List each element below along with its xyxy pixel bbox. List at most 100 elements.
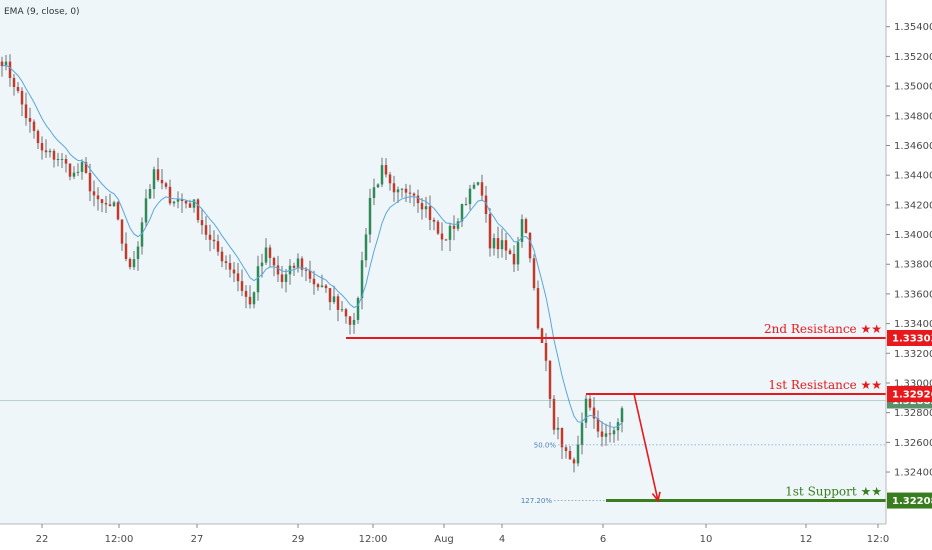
candle-body — [428, 206, 432, 220]
candle-body — [520, 219, 524, 242]
candle-body — [8, 61, 12, 79]
candle-body — [472, 184, 476, 189]
candle-body — [180, 199, 184, 202]
candle-body — [48, 150, 52, 153]
y-tick-label: 1.33400 — [894, 319, 932, 330]
candle-body — [484, 195, 488, 215]
candle-body — [140, 222, 144, 247]
candle-body — [608, 433, 612, 435]
candle-body — [16, 86, 20, 91]
candle-body — [92, 191, 96, 196]
x-tick-label: 27 — [191, 534, 204, 545]
y-tick-label: 1.33200 — [894, 349, 932, 360]
candle-body — [200, 220, 204, 226]
candle-body — [600, 431, 604, 437]
candle-body — [372, 187, 376, 199]
candle-body — [400, 188, 404, 190]
candle-body — [620, 408, 624, 423]
x-tick-label: 22 — [36, 534, 49, 545]
x-tick-label: 29 — [292, 534, 305, 545]
y-tick-label: 1.33800 — [894, 260, 932, 271]
candle-body — [216, 241, 220, 252]
fib-label: 127.20% — [521, 497, 552, 505]
candle-body — [408, 192, 412, 194]
candle-body — [20, 90, 24, 105]
arrow-head — [651, 491, 661, 503]
candle-body — [376, 184, 380, 188]
candle-body — [244, 290, 248, 297]
candle-body — [100, 199, 104, 204]
y-tick-label: 1.32800 — [894, 408, 932, 419]
candle-body — [312, 278, 316, 285]
y-tick-label: 1.34200 — [894, 200, 932, 211]
candle-body — [52, 150, 56, 160]
y-tick-label: 1.35200 — [894, 52, 932, 63]
candle-body — [404, 188, 408, 193]
x-tick-label: 4 — [499, 534, 505, 545]
x-tick-label: 10 — [700, 534, 713, 545]
level-label: 2nd Resistance ★★ — [764, 322, 882, 336]
candle-body — [592, 407, 596, 419]
candle-body — [268, 247, 272, 258]
candle-body — [492, 238, 496, 249]
candle-body — [604, 433, 608, 437]
candle-body — [84, 162, 88, 173]
candle-body — [44, 150, 48, 153]
candle-body — [4, 61, 8, 67]
level-label: 1st Support ★★ — [785, 485, 882, 499]
candle-body — [232, 269, 236, 274]
level-lines: 2nd Resistance ★★ 1st Resistance ★★ 1st Su… — [0, 322, 886, 503]
candle-body — [304, 269, 308, 271]
candle-body — [72, 172, 76, 177]
candle-body — [212, 239, 216, 242]
candle-body — [192, 199, 196, 208]
candle-body — [444, 239, 448, 241]
candle-body — [456, 221, 460, 229]
candle-body — [168, 186, 172, 204]
candle-body — [572, 459, 576, 464]
y-tick-label: 1.34000 — [894, 230, 932, 241]
candle-body — [464, 204, 468, 206]
candle-body — [116, 202, 120, 220]
candle-body — [544, 343, 548, 361]
candle-body — [176, 199, 180, 202]
candle-body — [388, 174, 392, 184]
price-badges: 1.328821.333031.329261.32208 — [887, 330, 932, 509]
candle-body — [504, 240, 508, 251]
y-tick-label: 1.34600 — [894, 141, 932, 152]
candle-body — [156, 169, 160, 180]
candle-body — [28, 118, 32, 122]
candle-body — [412, 193, 416, 196]
candle-body — [208, 234, 212, 240]
candle-body — [556, 427, 560, 430]
candle-body — [340, 309, 344, 311]
candle-body — [220, 251, 224, 262]
level-badge — [887, 492, 932, 509]
candle-body — [272, 257, 276, 266]
x-axis[interactable]: 22 12:00 27 29 12:00 Aug 4 6 10 12 12:0 — [36, 524, 890, 545]
candle-body — [228, 263, 232, 270]
candle-body — [184, 201, 188, 204]
candle-body — [384, 165, 388, 175]
candle-body — [12, 78, 16, 87]
indicator-label[interactable]: EMA (9, close, 0) — [4, 7, 80, 17]
candle-body — [324, 285, 328, 289]
candle-body — [488, 214, 492, 249]
fib-label: 50.0% — [534, 441, 557, 449]
candle-body — [580, 422, 584, 445]
candle-body — [236, 273, 240, 282]
candle-body — [24, 104, 28, 119]
candle-body — [108, 204, 112, 207]
candle-body — [564, 447, 568, 451]
candle-body — [56, 159, 60, 161]
y-axis[interactable]: 1.35400 1.35200 1.35000 1.34800 1.34600 1.344… — [886, 22, 932, 479]
candle-body — [468, 188, 472, 205]
candle-body — [248, 296, 252, 305]
candle-body — [356, 298, 360, 320]
candle-body — [112, 202, 116, 207]
candle-body — [88, 172, 92, 192]
candle-body — [260, 262, 264, 267]
candle-body — [172, 201, 176, 204]
x-tick-label: 12 — [800, 534, 813, 545]
